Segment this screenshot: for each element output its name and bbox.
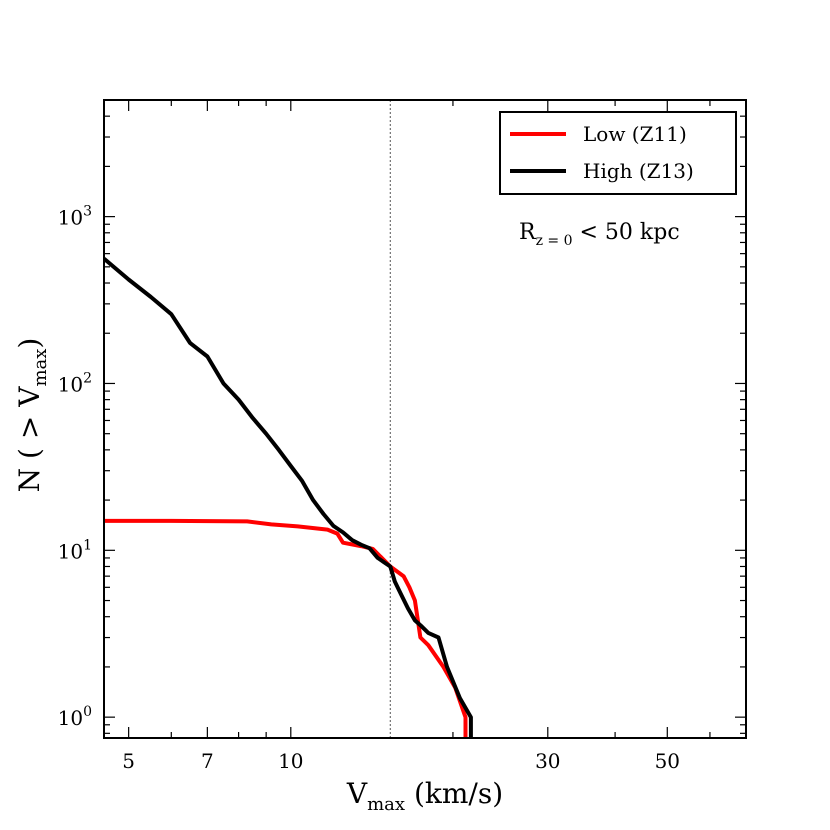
x-tick-label: 50 bbox=[655, 749, 680, 773]
y-tick-label: 102 bbox=[58, 370, 92, 396]
legend: Low (Z11) High (Z13) bbox=[499, 111, 737, 195]
axis-tick-labels: 5 7 10 30 50 100 101 102 103 bbox=[58, 204, 680, 773]
x-axis-label: Vmax (km/s) bbox=[346, 777, 503, 815]
x-tick-label: 7 bbox=[201, 749, 214, 773]
x-tick-label: 5 bbox=[122, 749, 135, 773]
y-tick-label: 103 bbox=[58, 204, 92, 230]
y-axis-label: N ( > Vmax) bbox=[13, 338, 51, 493]
x-tick-label: 10 bbox=[278, 749, 303, 773]
plot-frame bbox=[103, 99, 747, 739]
series-layer bbox=[104, 257, 473, 738]
legend-label-high: High (Z13) bbox=[583, 159, 694, 183]
legend-box bbox=[499, 111, 737, 195]
y-tick-label: 100 bbox=[58, 704, 92, 730]
legend-label-low: Low (Z11) bbox=[583, 122, 687, 146]
series-line-high bbox=[104, 257, 473, 738]
y-tick-label: 101 bbox=[58, 537, 92, 563]
x-tick-label: 30 bbox=[535, 749, 560, 773]
annotation-radius: Rz = 0 < 50 kpc bbox=[519, 220, 680, 249]
series-line-low bbox=[104, 518, 468, 738]
